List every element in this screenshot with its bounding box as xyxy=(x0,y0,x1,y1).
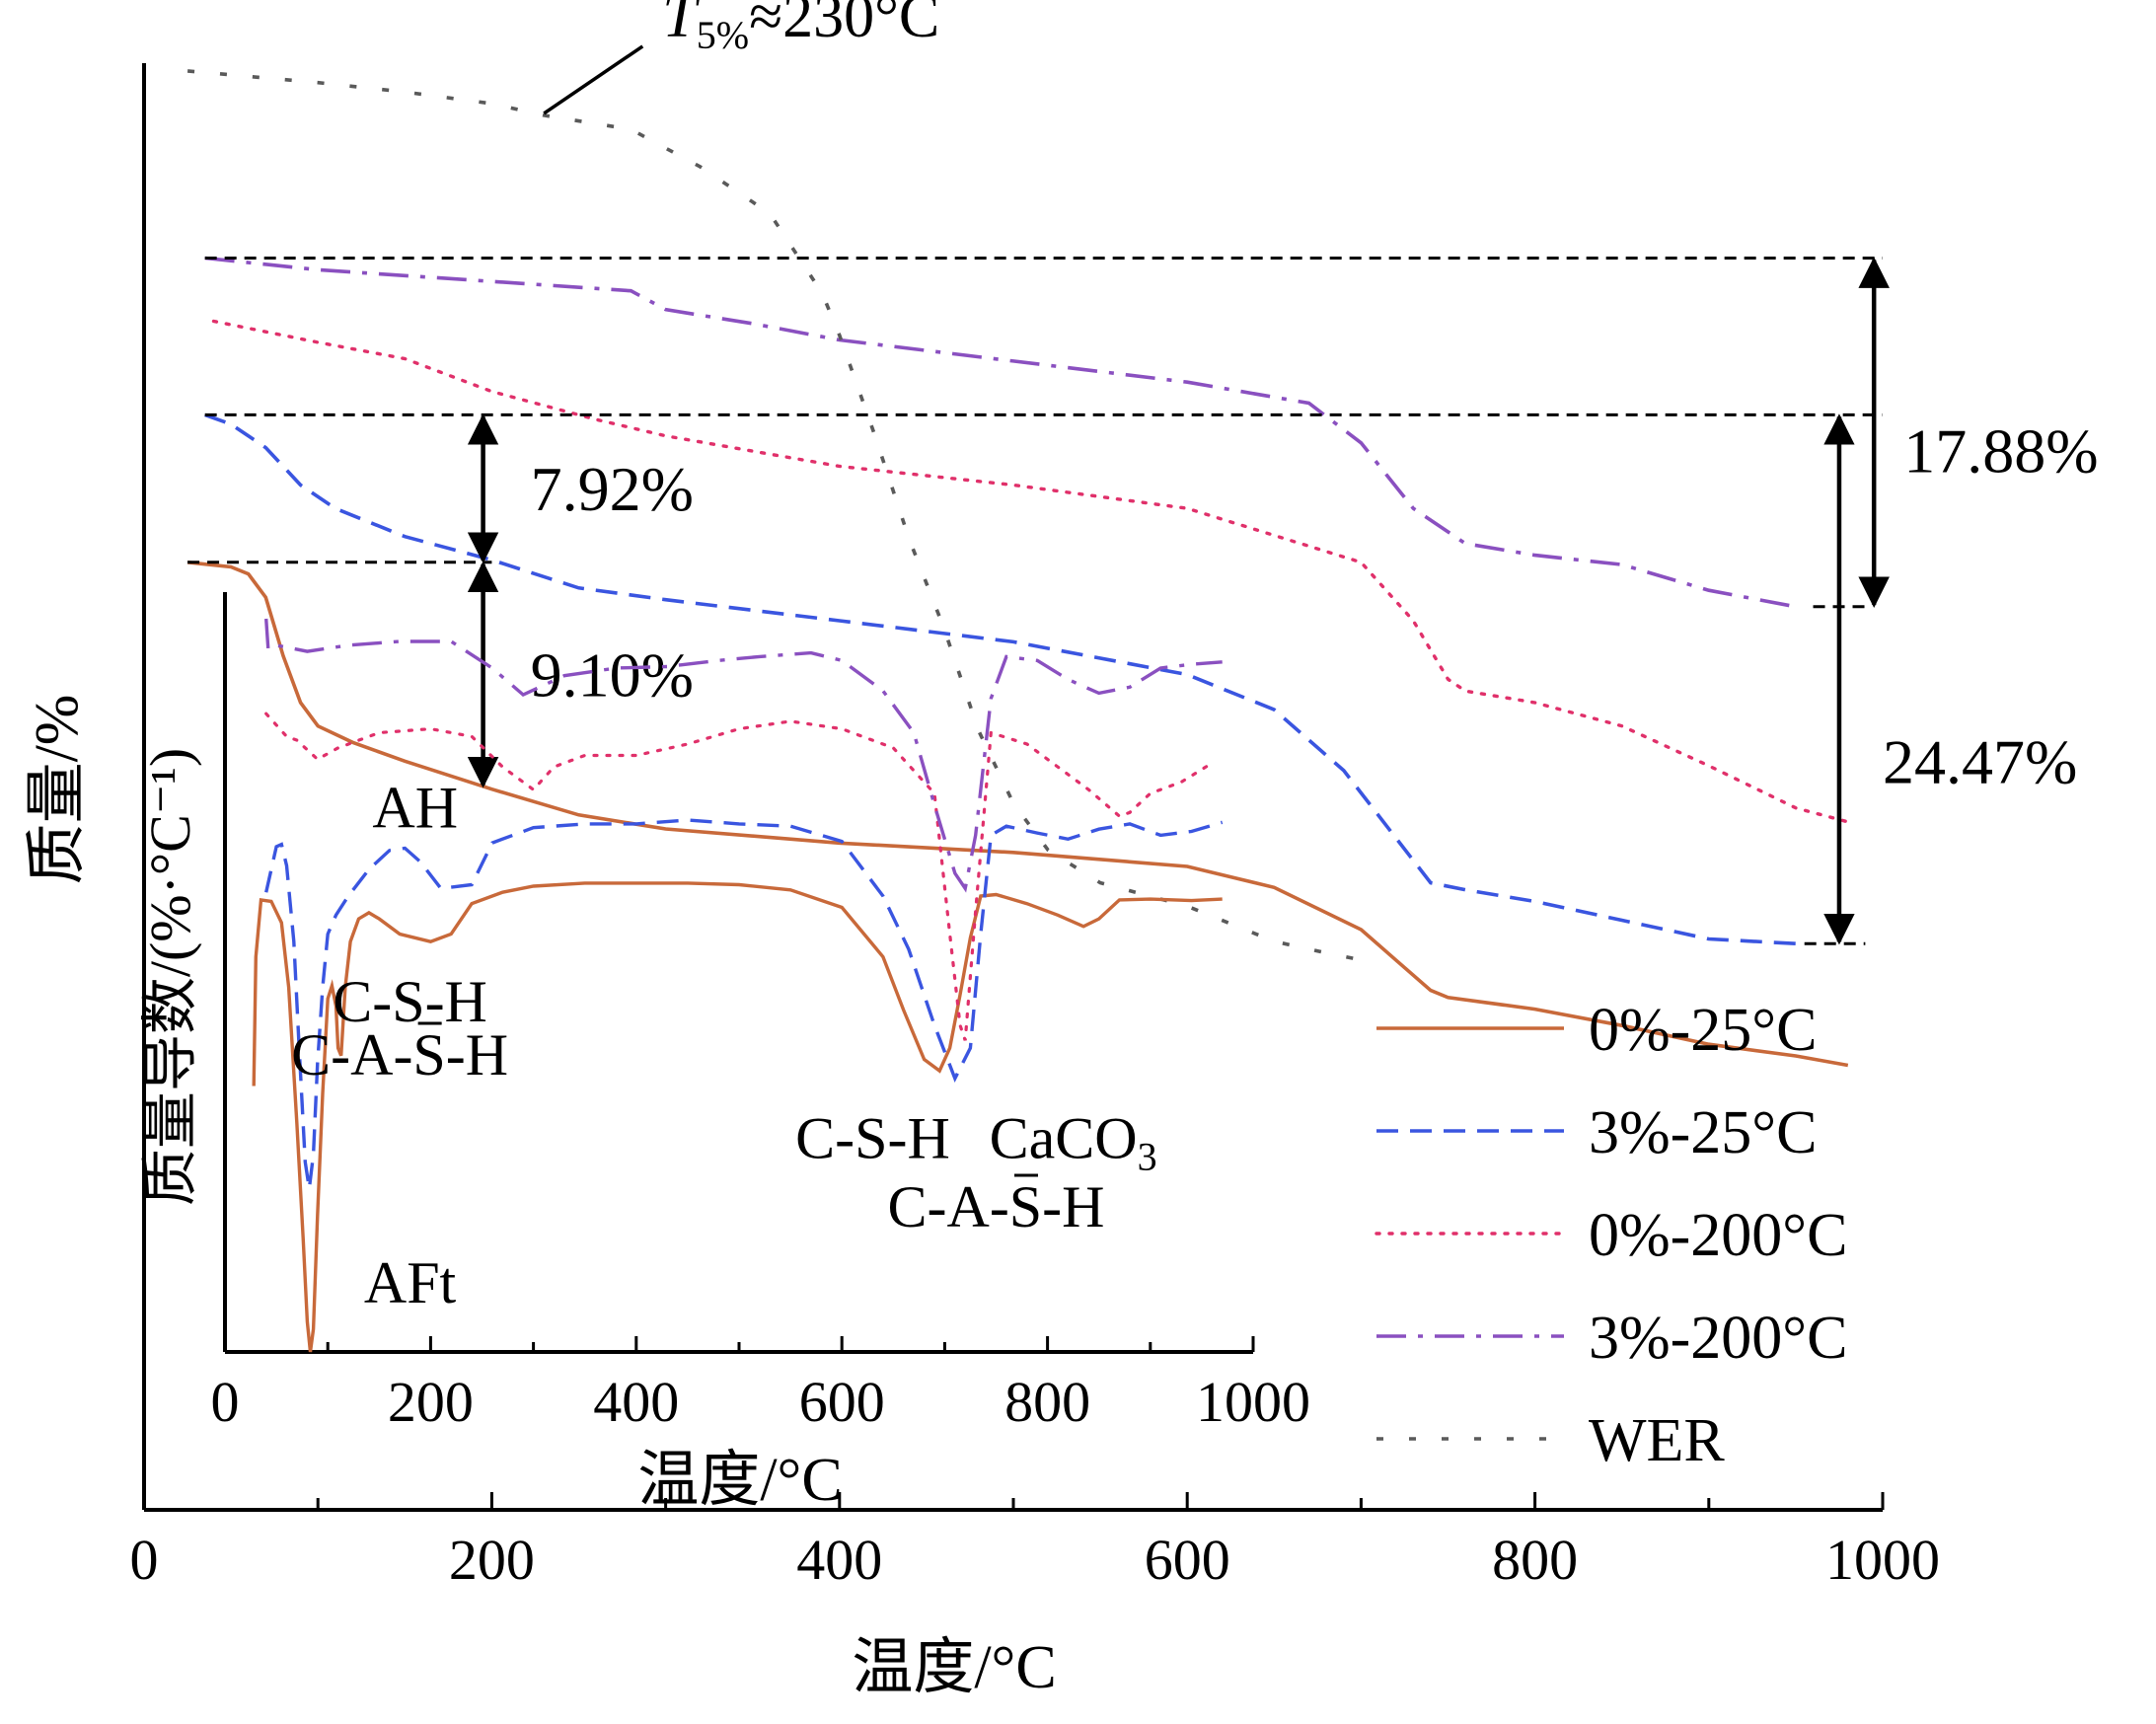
main-series-line-2 xyxy=(211,319,1850,824)
peak-label-6: C-A-S-H xyxy=(888,1174,1105,1239)
inset-x-axis-label: 温度/°C xyxy=(637,1447,842,1514)
inset-x-tick-label: 0 xyxy=(211,1370,240,1434)
mass-loss-label-3: 24.47% xyxy=(1883,726,2077,796)
legend-label-0: 0%-25°C xyxy=(1589,997,1817,1064)
main-tg-chart: 0 200 400 600 800 1000 温度/°C 质量/% 7.92% 9.10% 17.8… xyxy=(24,0,2099,1701)
mass-loss-label-2: 17.88% xyxy=(1903,415,2098,486)
inset-x-tick-label: 200 xyxy=(388,1370,474,1434)
inset-series-line-1 xyxy=(264,818,1224,1189)
main-x-tick-label: 200 xyxy=(449,1528,535,1592)
peak-label-5: CaCO3 xyxy=(990,1106,1157,1179)
main-x-tick-label: 600 xyxy=(1145,1528,1230,1592)
legend-label-3: 3%-200°C xyxy=(1589,1305,1847,1372)
main-x-tick-label: 400 xyxy=(796,1528,882,1592)
inset-x-tick-label: 800 xyxy=(1004,1370,1090,1434)
t5-annotation: T5%≈230°C xyxy=(662,0,939,57)
main-x-tick-label: 0 xyxy=(130,1528,159,1592)
main-x-axis-label: 温度/°C xyxy=(852,1634,1056,1701)
mass-loss-label-0: 7.92% xyxy=(531,454,694,524)
legend-label-2: 0%-200°C xyxy=(1589,1202,1847,1269)
main-series-line-3 xyxy=(204,256,1797,609)
inset-x-tick-label: 1000 xyxy=(1196,1370,1310,1434)
legend-label-1: 3%-25°C xyxy=(1589,1099,1817,1166)
legend: 0%-25°C 3%-25°C 0%-200°C 3%-200°C WER xyxy=(1375,997,1847,1474)
peak-label-0: AH xyxy=(372,776,458,841)
main-series-line-0 xyxy=(186,561,1849,1068)
inset-series-line-0 xyxy=(252,881,1223,1353)
peak-label-1: C-S-H xyxy=(333,969,487,1034)
inset-series-line-2 xyxy=(264,712,1214,1041)
mass-loss-label-1: 9.10% xyxy=(531,640,694,711)
peak-label-2: C-A-S-H xyxy=(291,1022,508,1087)
main-x-tick-label: 800 xyxy=(1492,1528,1578,1592)
peak-label-4: C-S-H xyxy=(795,1106,950,1171)
t5-leader-line xyxy=(543,44,644,115)
inset-dtg-chart: 0 200 400 600 800 1000 温度/°C 质量导数/(%·°C⁻¹) AH C-S… xyxy=(138,592,1310,1514)
inset-x-tick-label: 400 xyxy=(593,1370,679,1434)
peak-label-3: AFt xyxy=(364,1250,457,1315)
main-y-axis-label: 质量/% xyxy=(24,695,91,885)
main-x-tick-label: 1000 xyxy=(1825,1528,1940,1592)
inset-x-tick-label: 600 xyxy=(799,1370,885,1434)
legend-label-4: WER xyxy=(1589,1407,1725,1474)
inset-y-axis-label: 质量导数/(%·°C⁻¹) xyxy=(138,748,202,1206)
main-series-line-1 xyxy=(204,412,1796,945)
